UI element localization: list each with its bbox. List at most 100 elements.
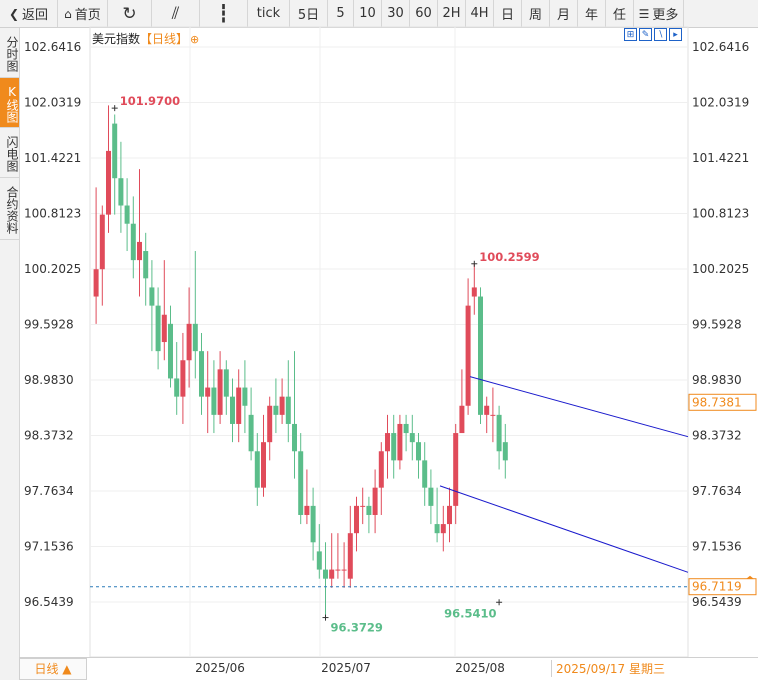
- annotation-label: 96.5410: [444, 606, 496, 620]
- candle-body: [211, 387, 217, 415]
- period-select[interactable]: 日线 ▲: [19, 658, 87, 680]
- line-tool-icon[interactable]: ∖: [654, 28, 667, 41]
- y-tick-label-right: 97.7634: [692, 484, 742, 498]
- candle-body: [130, 223, 136, 261]
- candle-body: [199, 351, 204, 397]
- next-icon[interactable]: ▸: [669, 28, 682, 41]
- toolbar-label: 5日: [297, 8, 320, 23]
- toolbar-button-10[interactable]: 60: [410, 0, 438, 27]
- chart-title: 美元指数【日线】 ⊕: [92, 30, 199, 47]
- toolbar-label: 月: [556, 8, 570, 23]
- toolbar-button-4[interactable]: ┇: [200, 0, 248, 27]
- side-tab-2[interactable]: 闪电图: [0, 128, 19, 178]
- draw-icon[interactable]: ✎: [639, 28, 652, 41]
- toolbar-label: tick: [256, 6, 281, 21]
- y-tick-label-left: 97.7634: [24, 484, 74, 498]
- toolbar-button-8[interactable]: 10: [354, 0, 382, 27]
- candle-body: [298, 451, 304, 515]
- candle-body: [285, 396, 291, 424]
- back-arrow-icon: ❮: [8, 6, 20, 21]
- toolbar-label: 60: [415, 6, 432, 21]
- toolbar-label: 周: [528, 8, 542, 23]
- candle-body: [341, 569, 347, 571]
- y-tick-label-left: 101.4221: [24, 151, 81, 165]
- x-axis-date-label: 2025/08: [455, 661, 505, 675]
- candle-body: [378, 451, 384, 488]
- toolbar-label: 首页: [74, 8, 101, 23]
- y-tick-label-left: 100.2025: [24, 262, 81, 276]
- y-tick-label-right: 97.1536: [692, 540, 742, 554]
- toolbar-button-5[interactable]: tick: [248, 0, 290, 27]
- candle-body: [490, 414, 496, 416]
- side-tab-1[interactable]: K线图: [0, 78, 19, 128]
- toolbar-label: 5: [336, 6, 345, 21]
- candle-body: [471, 287, 477, 297]
- toolbar-button-18[interactable]: ☰ 更多: [634, 0, 684, 27]
- toolbar-button-15[interactable]: 月: [550, 0, 578, 27]
- toolbar-button-16[interactable]: 年: [578, 0, 606, 27]
- candle-body: [447, 505, 452, 525]
- candle-body: [397, 423, 403, 461]
- toolbar-label: 年: [584, 8, 598, 23]
- y-tick-label-left: 99.5928: [24, 318, 74, 332]
- y-tick-label-right: 100.8123: [692, 207, 749, 221]
- y-tick-label-right: 98.9830: [692, 373, 742, 387]
- toolbar-button-17[interactable]: 任: [606, 0, 634, 27]
- y-tick-label-left: 97.1536: [24, 540, 74, 554]
- candle-body: [440, 524, 446, 534]
- toolbar-button-1[interactable]: ⌂ 首页: [58, 0, 108, 27]
- toolbar-button-11[interactable]: 2H: [438, 0, 466, 27]
- candle-body: [124, 205, 130, 224]
- current-price-tag-box: [688, 393, 757, 411]
- bottom-bar: 日线 ▲ 2025/06 2025/07 2025/08 2025/09/17 星期…: [19, 657, 758, 681]
- candle-body: [174, 378, 180, 397]
- candlestick-icon: ┇: [218, 3, 229, 24]
- toolbar-button-7[interactable]: 5: [328, 0, 354, 27]
- toolbar-label: 2H: [442, 6, 461, 21]
- toolbar-button-3[interactable]: ⫽: [152, 0, 200, 27]
- candle-body: [366, 505, 372, 515]
- annotation-label: 101.9700: [120, 94, 180, 108]
- candle-body: [428, 487, 434, 506]
- y-tick-label-right: 99.5928: [692, 318, 742, 332]
- side-tabs: 分时图 K线图 闪电图 合约资料: [0, 28, 20, 680]
- candle-body: [422, 460, 428, 488]
- candle-body: [329, 569, 335, 579]
- toolbar-label: 返回: [22, 8, 49, 23]
- toolbar-button-12[interactable]: 4H: [466, 0, 494, 27]
- candle-body: [360, 505, 366, 507]
- candle-body: [217, 369, 223, 415]
- candle-body: [180, 360, 186, 397]
- candle-body: [279, 396, 285, 415]
- toolbar-button-13[interactable]: 日: [494, 0, 522, 27]
- current-price-tag: 98.7381: [692, 395, 742, 409]
- side-tab-3[interactable]: 合约资料: [0, 178, 19, 240]
- candlestick-chart[interactable]: 102.6416 102.6416 102.0319 102.0319 101.4221…: [0, 0, 758, 657]
- candle-body: [391, 433, 397, 461]
- y-tick-label-right: 98.3732: [692, 429, 742, 443]
- candle-body: [403, 423, 409, 434]
- toolbar-label: 更多: [652, 8, 679, 23]
- toolbar-button-9[interactable]: 30: [382, 0, 410, 27]
- annotation-label: 100.2599: [479, 250, 539, 264]
- plot-frame: [89, 26, 689, 657]
- toolbar-button-0[interactable]: ❮ 返回: [0, 0, 58, 27]
- side-tab-0[interactable]: 分时图: [0, 28, 19, 78]
- period-label: 【日线】: [140, 32, 189, 46]
- candle-body: [192, 323, 198, 352]
- candle-body: [149, 287, 155, 306]
- candle-body: [137, 241, 142, 261]
- candle-body: [267, 405, 273, 443]
- candle-body: [385, 433, 390, 452]
- toolbar-button-14[interactable]: 周: [522, 0, 550, 27]
- toolbar-button-6[interactable]: 5日: [290, 0, 328, 27]
- y-tick-label-right: 102.0319: [692, 96, 749, 110]
- y-tick-label-left: 98.3732: [24, 429, 74, 443]
- candle-body: [261, 442, 266, 488]
- toolbar-button-2[interactable]: ↻: [108, 0, 152, 27]
- candle-body: [254, 451, 260, 488]
- candle-body: [459, 405, 465, 434]
- expand-icon[interactable]: ⊞: [624, 28, 637, 41]
- settings-icon[interactable]: ⊕: [190, 33, 200, 46]
- candle-body: [273, 405, 279, 415]
